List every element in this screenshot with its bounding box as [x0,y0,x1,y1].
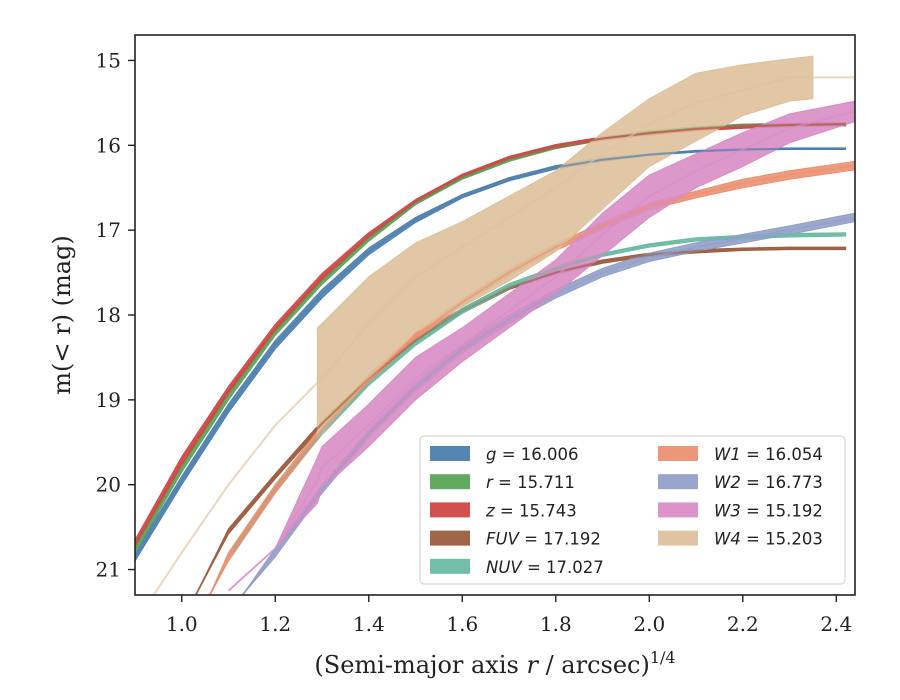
legend-label-g: g = 16.006 [486,445,579,464]
legend-swatch-r [430,474,470,490]
y-tick-label: 19 [96,388,121,412]
band-w3 [228,100,855,592]
legend-swatch-z [430,502,470,518]
line-g [135,147,846,558]
y-axis-ticks: 15 16 17 18 19 20 21 [96,48,135,582]
y-tick-label: 16 [96,133,121,157]
legend-swatch-g [430,446,470,461]
legend-swatch-fuv [430,530,470,546]
y-tick-label: 17 [96,218,121,242]
y-axis-label: m(< r) (mag) [48,235,76,394]
x-tick-label: 2.4 [820,612,852,636]
y-tick-label: 21 [96,558,121,582]
line-w2 [241,216,855,595]
legend-label-z: z = 15.743 [485,501,577,520]
line-w1 [208,164,855,595]
x-tick-label: 1.0 [166,612,198,636]
legend-label-w4: W4 = 15.203 [714,530,823,549]
x-axis-label: (Semi-major axis r / arcsec)1/4 [314,648,675,679]
legend-swatch-w2 [658,474,698,490]
legend-swatch-w4 [658,530,698,546]
band-nuv [232,232,847,556]
x-tick-label: 1.4 [353,612,385,636]
legend-swatch-w1 [658,446,698,461]
line-w3 [227,110,855,592]
line-fuv [194,247,846,595]
legend-label-r: r = 15.711 [486,473,575,492]
band-w4 [316,55,814,440]
legend-label-fuv: FUV = 17.192 [486,530,601,549]
legend-label-w1: W1 = 16.054 [714,445,823,464]
x-tick-label: 2.2 [727,612,759,636]
legend-label-w2: W2 = 16.773 [714,473,823,492]
x-tick-label: 1.6 [446,612,478,636]
line-nuv [232,233,846,552]
legend-label-w3: W3 = 15.192 [714,501,823,520]
x-axis-ticks: 1.0 1.2 1.4 1.6 1.8 2.0 2.2 2.4 [166,595,852,636]
legend: g = 16.006 r = 15.711 z = 15.743 FUV = 17.1… [419,435,846,585]
legend-box [419,435,846,585]
legend-label-nuv: NUV = 17.027 [486,558,604,577]
line-z [135,123,846,545]
legend-swatch-w3 [658,502,698,518]
x-tick-label: 1.8 [540,612,572,636]
y-tick-label: 18 [96,303,121,327]
line-w4 [152,76,855,595]
y-tick-label: 15 [96,48,121,72]
legend-swatch-nuv [430,558,470,574]
x-tick-label: 2.0 [633,612,665,636]
series-lines [135,76,855,595]
y-tick-label: 20 [96,473,121,497]
x-tick-label: 1.2 [259,612,291,636]
